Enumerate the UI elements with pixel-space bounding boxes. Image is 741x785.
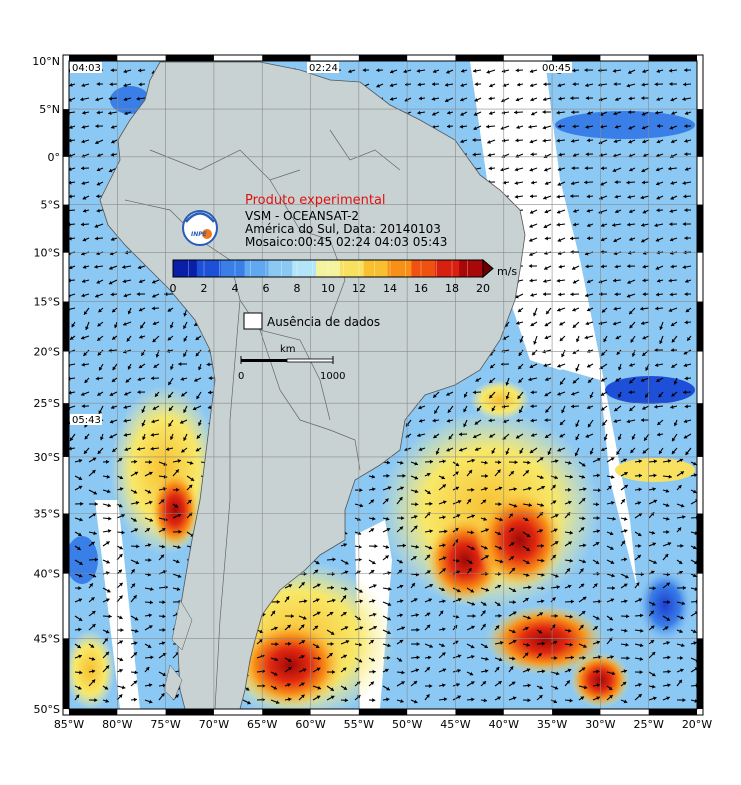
lon-tick-label: 20°W xyxy=(682,718,712,731)
colorbar-tick-label: 8 xyxy=(294,282,301,295)
lon-tick-label: 70°W xyxy=(199,718,229,731)
experimental-label: Produto experimental xyxy=(245,193,386,208)
lat-tick-label: 45°S xyxy=(34,632,60,645)
pass-time-0403: 04:03 xyxy=(72,63,101,74)
colorbar-tick-label: 6 xyxy=(263,282,270,295)
lon-tick-label: 30°W xyxy=(585,718,615,731)
scale-unit: km xyxy=(280,344,296,355)
pass-time-0543: 05:43 xyxy=(72,415,101,426)
colorbar-segment xyxy=(197,260,221,277)
lon-tick-label: 80°W xyxy=(102,718,132,731)
lon-tick-label: 75°W xyxy=(150,718,180,731)
lat-tick-label: 35°S xyxy=(34,507,60,520)
lat-tick-label: 5°S xyxy=(41,199,60,212)
inpe-logo-text: INPE xyxy=(191,231,208,238)
lat-tick-label: 30°S xyxy=(34,451,60,464)
longitude-labels: 85°W 80°W 75°W 70°W 65°W 60°W 55°W 50°W 45°W 40°W… xyxy=(54,718,712,731)
colorbar-tick-label: 14 xyxy=(383,282,397,295)
colorbar-segment xyxy=(173,260,197,277)
colorbar-tick-label: 20 xyxy=(476,282,490,295)
colorbar-segment xyxy=(292,260,316,277)
lat-tick-label: 40°S xyxy=(34,568,60,581)
colorbar-tick-label: 0 xyxy=(170,282,177,295)
lon-tick-label: 65°W xyxy=(247,718,277,731)
lon-tick-label: 40°W xyxy=(489,718,519,731)
colorbar-unit: m/s xyxy=(497,265,517,278)
lat-tick-label: 25°S xyxy=(34,397,60,410)
colorbar-tick-label: 4 xyxy=(232,282,239,295)
lon-tick-label: 25°W xyxy=(634,718,664,731)
latitude-labels: 10°N 5°N 0° 5°S 10°S 15°S 20°S 25°S 30°S 35°S 40°S… xyxy=(32,55,60,716)
lon-tick-label: 60°W xyxy=(295,718,325,731)
lat-tick-label: 0° xyxy=(48,151,61,164)
colorbar-tick-label: 12 xyxy=(352,282,366,295)
lat-tick-label: 5°N xyxy=(39,103,60,116)
scale-start: 0 xyxy=(238,371,244,382)
colorbar-segment xyxy=(411,260,435,277)
lon-tick-label: 55°W xyxy=(344,718,374,731)
colorbar-tick-label: 18 xyxy=(445,282,459,295)
mosaic-times: Mosaico:00:45 02:24 04:03 05:43 xyxy=(245,235,447,249)
colorbar-tick-label: 16 xyxy=(414,282,428,295)
region-date: América do Sul, Data: 20140103 xyxy=(245,222,441,236)
lon-tick-label: 85°W xyxy=(54,718,84,731)
no-data-label: Ausência de dados xyxy=(267,315,380,329)
colorbar-segment xyxy=(221,260,245,277)
lon-tick-label: 45°W xyxy=(440,718,470,731)
colorbar-tick-label: 2 xyxy=(201,282,208,295)
wind-speed-colorbar xyxy=(173,260,493,277)
colorbar-tick-label: 10 xyxy=(321,282,335,295)
colorbar-segment xyxy=(268,260,292,277)
lat-tick-label: 20°S xyxy=(34,346,60,359)
colorbar-segment xyxy=(459,260,483,277)
colorbar-segment xyxy=(364,260,388,277)
colorbar-segment xyxy=(435,260,459,277)
product-title: VSM - OCEANSAT-2 xyxy=(245,209,359,223)
scale-end: 1000 xyxy=(320,371,345,382)
pass-time-0224: 02:24 xyxy=(309,63,338,74)
lat-tick-label: 10°S xyxy=(34,247,60,260)
inpe-logo: INPE xyxy=(183,211,217,245)
colorbar-segment xyxy=(245,260,269,277)
lon-tick-label: 50°W xyxy=(392,718,422,731)
pass-time-0045: 00:45 xyxy=(542,63,571,74)
colorbar-segment xyxy=(388,260,412,277)
lat-tick-label: 10°N xyxy=(32,55,60,68)
lat-tick-label: 50°S xyxy=(34,703,60,716)
no-data-swatch xyxy=(244,313,262,329)
lat-tick-label: 15°S xyxy=(34,296,60,309)
lon-tick-label: 35°W xyxy=(537,718,567,731)
